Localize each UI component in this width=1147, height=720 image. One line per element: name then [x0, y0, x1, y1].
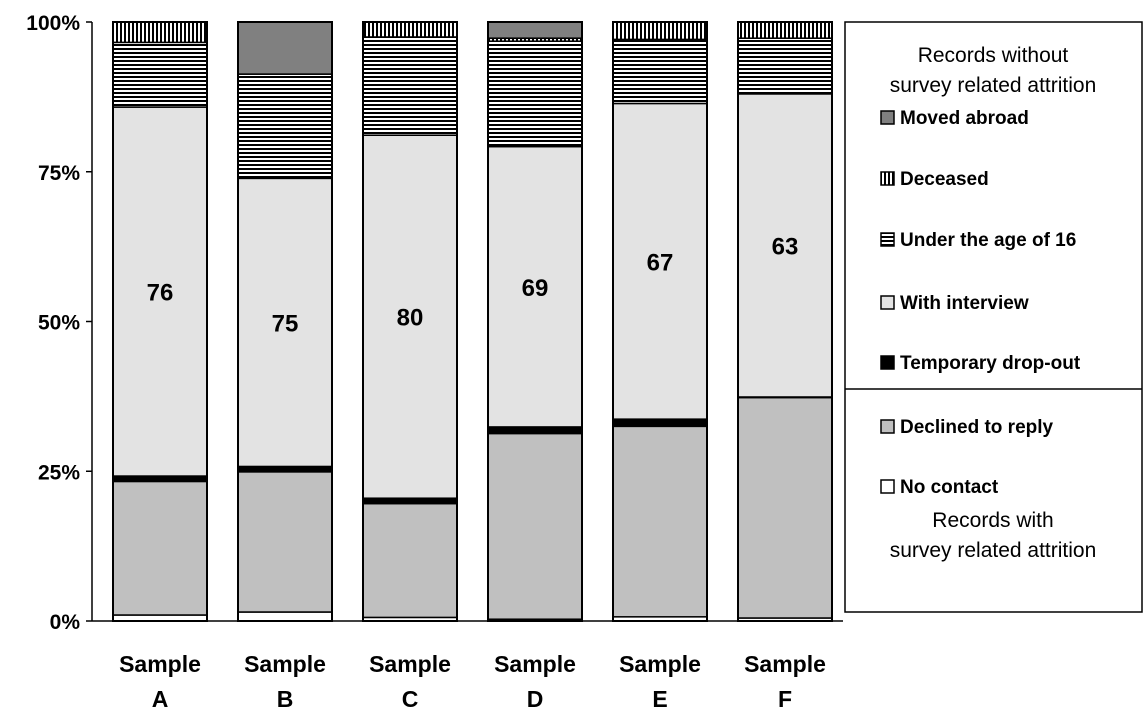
- y-tick-label: 25%: [38, 461, 80, 484]
- legend-group-title-top: survey related attrition: [890, 74, 1097, 97]
- category-label: C: [402, 686, 419, 712]
- data-label: 63: [772, 233, 799, 260]
- bar-segment-temp_dropout: [362, 497, 458, 505]
- bar-segment-with_interview: [737, 93, 833, 398]
- bar-segment-deceased: [737, 21, 833, 39]
- bar-segment-under16: [612, 38, 708, 105]
- category-label: Sample: [244, 651, 326, 677]
- legend-swatch: [880, 419, 895, 434]
- category-label: Sample: [119, 651, 201, 677]
- bar-outline: [237, 21, 333, 622]
- y-tick-label: 0%: [50, 611, 81, 634]
- legend-group-title-top: Records without: [918, 44, 1069, 67]
- category-label: F: [778, 686, 792, 712]
- bar-segment-under16: [737, 37, 833, 95]
- legend-entry-label: Declined to reply: [900, 417, 1054, 438]
- legend-swatch: [880, 232, 895, 247]
- bar-outline: [487, 21, 583, 622]
- bar-segment-declined: [612, 425, 708, 618]
- legend-entry-label: Under the age of 16: [900, 230, 1076, 251]
- bar-segment-moved_abroad: [487, 21, 583, 39]
- data-labels: 76 75 80 69 67 63: [147, 233, 799, 337]
- legend-group-title-bottom: survey related attrition: [890, 539, 1097, 562]
- bar-segment-temp_dropout: [112, 475, 208, 483]
- bar-segment-with_interview: [112, 106, 208, 477]
- bar-stack: [737, 21, 833, 622]
- data-label: 75: [272, 310, 299, 337]
- category-label: B: [277, 686, 294, 712]
- bar-stack: [487, 21, 583, 622]
- category-label: A: [152, 686, 169, 712]
- legend-entry-label: With interview: [900, 293, 1029, 314]
- bar-segment-no_contact: [237, 611, 333, 622]
- bar-segment-declined: [737, 396, 833, 619]
- category-label: Sample: [619, 651, 701, 677]
- legend-swatch: [880, 171, 895, 186]
- y-tick-label: 50%: [38, 312, 80, 335]
- bar-segment-declined: [487, 432, 583, 620]
- legend-swatch: [880, 355, 895, 370]
- bars: [112, 21, 833, 622]
- bar-outline: [737, 21, 833, 622]
- bar-stack: [612, 21, 708, 622]
- legend-swatch: [880, 479, 895, 494]
- bar-segment-deceased: [112, 21, 208, 44]
- bar-segment-declined: [362, 502, 458, 619]
- bar-segment-under16: [237, 73, 333, 180]
- bar-outline: [112, 21, 208, 622]
- bar-stack: [362, 21, 458, 622]
- category-label: Sample: [744, 651, 826, 677]
- bar-segment-temp_dropout: [487, 426, 583, 435]
- data-label: 76: [147, 280, 174, 307]
- x-axis-categories: Sample A Sample B Sample C Sample D Sample E Sampl…: [119, 651, 826, 712]
- data-label: 69: [522, 275, 549, 302]
- bar-segment-declined: [112, 480, 208, 616]
- bar-outline: [362, 21, 458, 622]
- bar-segment-moved_abroad: [237, 21, 333, 75]
- legend-entry-label: Temporary drop-out: [900, 353, 1081, 374]
- y-tick-label: 75%: [38, 162, 80, 185]
- bar-segment-under16: [112, 41, 208, 108]
- legend: Records without survey related attrition R…: [844, 21, 1143, 613]
- bar-outline: [612, 21, 708, 622]
- legend-swatch: [880, 295, 895, 310]
- bar-segment-temp_dropout: [612, 418, 708, 428]
- data-label: 80: [397, 305, 424, 332]
- bar-segment-deceased: [612, 21, 708, 41]
- bar-segment-under16: [487, 40, 583, 148]
- category-label: E: [652, 686, 667, 712]
- legend-entry-label: Deceased: [900, 169, 989, 190]
- bar-segment-temp_dropout: [237, 465, 333, 473]
- y-axis: 0% 25% 50% 75% 100%: [26, 12, 843, 634]
- category-label: Sample: [369, 651, 451, 677]
- category-label: Sample: [494, 651, 576, 677]
- bar-segment-under16: [362, 36, 458, 136]
- data-label: 67: [647, 249, 674, 276]
- bar-stack: [237, 21, 333, 622]
- bar-segment-deceased: [362, 21, 458, 38]
- legend-entry-label: Moved abroad: [900, 108, 1029, 129]
- bar-segment-declined: [237, 471, 333, 613]
- bar-segment-with_interview: [612, 102, 708, 420]
- y-tick-label: 100%: [26, 12, 80, 35]
- bar-stack: [112, 21, 208, 622]
- legend-group-title-bottom: Records with: [932, 509, 1053, 532]
- legend-swatch: [880, 110, 895, 125]
- category-label: D: [527, 686, 544, 712]
- legend-entry-label: No contact: [900, 477, 999, 498]
